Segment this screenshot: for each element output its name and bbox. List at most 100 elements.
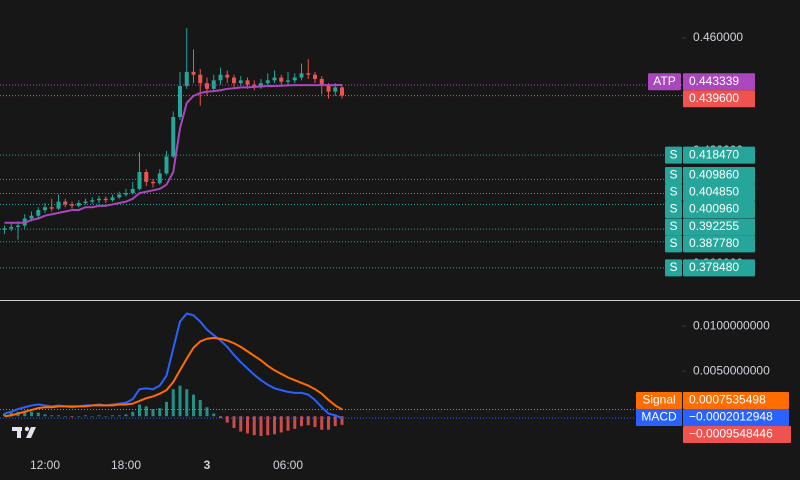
candle-body — [49, 207, 54, 209]
candle-body — [63, 201, 68, 205]
label-value: 0.392255 — [689, 219, 739, 233]
label-value-box — [683, 167, 755, 185]
histogram-bar — [30, 411, 33, 417]
candle-body — [70, 204, 74, 206]
candle-body — [117, 194, 122, 198]
price-label: Signal 0.0007535498 — [636, 391, 789, 409]
candle-body — [151, 181, 155, 184]
candle-body — [306, 73, 311, 75]
candle-body — [232, 77, 236, 84]
candle-body — [333, 87, 338, 92]
label-value: 0.404850 — [689, 185, 739, 199]
x-tick-label: 12:00 — [30, 458, 60, 472]
histogram-bar — [225, 416, 229, 423]
label-tag-box — [665, 167, 682, 185]
price-label: S 0.409860 — [665, 167, 755, 185]
histogram-bar — [192, 394, 195, 417]
label-value-box — [683, 235, 755, 253]
label-tag-box — [636, 408, 682, 426]
candle-body — [245, 80, 250, 85]
price-label: −0.0009548446 — [683, 425, 791, 443]
histogram-bar — [50, 415, 54, 417]
candle-body — [130, 188, 135, 194]
candle-body — [110, 197, 115, 201]
label-value: 0.0007535498 — [689, 393, 766, 407]
label-value-box — [683, 218, 755, 236]
label-tag-box — [665, 218, 682, 236]
histogram-bar — [266, 416, 270, 436]
histogram-bar — [165, 401, 168, 417]
x-tick-label: 06:00 — [273, 458, 303, 472]
histogram-bar — [84, 415, 87, 417]
price-label: ATP 0.443339 — [648, 73, 755, 91]
label-value-box — [683, 201, 755, 219]
candle-body — [157, 173, 162, 184]
candle-body — [2, 228, 7, 230]
candle-body — [124, 193, 128, 195]
candle-body — [137, 171, 142, 189]
label-tag-box — [648, 73, 681, 91]
label-tag: S — [669, 168, 677, 182]
histogram-bar — [131, 411, 135, 417]
label-value: 0.400960 — [689, 202, 739, 216]
candle-body — [279, 77, 284, 82]
label-value: −0.0002012948 — [689, 410, 773, 424]
candle-body — [191, 71, 196, 75]
candle-body — [29, 215, 34, 219]
x-tick-label: 3 — [204, 458, 211, 472]
price-label: S 0.378480 — [665, 259, 755, 277]
histogram-bar — [36, 412, 40, 417]
histogram-bar — [3, 413, 6, 417]
histogram-bar — [111, 415, 114, 417]
label-value-box — [683, 90, 755, 108]
label-value-box — [683, 391, 789, 409]
histogram-bar — [286, 416, 290, 431]
label-tag-box — [665, 146, 682, 164]
label-tag-box — [665, 201, 682, 219]
label-value: 0.409860 — [689, 168, 739, 182]
histogram-bar — [279, 416, 283, 433]
histogram-bar — [117, 415, 121, 417]
label-tag: S — [669, 202, 677, 216]
histogram-bar — [327, 416, 330, 430]
histogram-bar — [340, 416, 344, 425]
label-tag-box — [665, 235, 682, 253]
histogram-bar — [300, 416, 303, 427]
label-value: 0.418470 — [689, 147, 739, 161]
histogram-bar — [212, 413, 216, 417]
histogram-bar — [124, 414, 128, 417]
histogram-bar — [104, 416, 108, 417]
label-tag: S — [669, 260, 677, 274]
histogram-bar — [219, 416, 222, 419]
label-tag-box — [665, 259, 682, 277]
candle-body — [164, 156, 169, 174]
histogram-bar — [97, 415, 101, 417]
histogram-bar — [70, 416, 74, 418]
histogram-bar — [232, 416, 236, 428]
price-label: S 0.387780 — [665, 235, 755, 253]
candle-body — [171, 117, 176, 157]
histogram-bar — [158, 408, 162, 417]
candle-body — [292, 77, 297, 81]
candle-body — [83, 201, 88, 204]
label-tag: S — [669, 185, 677, 199]
candle-body — [252, 84, 257, 86]
candle-body — [198, 74, 203, 84]
candle-body — [144, 171, 149, 182]
label-tag: S — [669, 219, 677, 233]
price-label: S 0.400960 — [665, 201, 755, 219]
price-label: MACD −0.0002012948 — [636, 408, 789, 426]
histogram-bar — [198, 400, 202, 417]
histogram-bar — [90, 416, 94, 417]
candle-body — [56, 201, 61, 209]
candle-body — [326, 85, 331, 92]
candle-body — [225, 74, 230, 78]
label-value: −0.0009548446 — [689, 427, 773, 441]
candle-body — [184, 71, 189, 86]
label-tag: S — [669, 147, 677, 161]
candle-body — [103, 198, 108, 201]
series-line — [4, 336, 343, 418]
candle-body — [178, 85, 182, 118]
